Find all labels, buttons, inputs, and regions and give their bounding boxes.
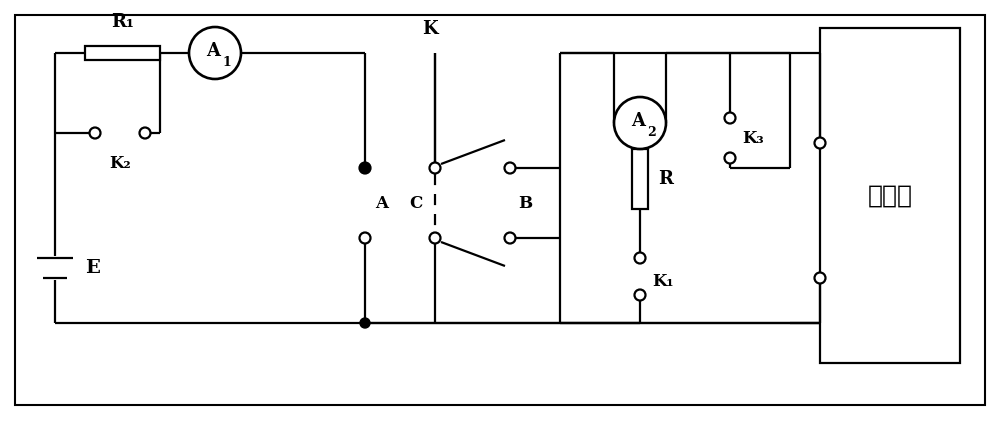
Circle shape <box>140 127 150 138</box>
Circle shape <box>814 272 826 283</box>
Text: K₃: K₃ <box>742 129 764 146</box>
Circle shape <box>90 127 100 138</box>
Circle shape <box>430 162 440 173</box>
Circle shape <box>505 162 516 173</box>
Text: 变压器: 变压器 <box>868 184 912 208</box>
Bar <box>85 46 160 60</box>
Circle shape <box>814 137 826 148</box>
Text: K₂: K₂ <box>109 155 131 172</box>
Circle shape <box>635 253 646 264</box>
Circle shape <box>505 233 516 244</box>
Circle shape <box>724 153 736 164</box>
Text: R₁: R₁ <box>111 13 134 31</box>
Circle shape <box>360 162 370 173</box>
Circle shape <box>635 289 646 300</box>
Circle shape <box>189 27 241 79</box>
Circle shape <box>724 113 736 124</box>
Text: A: A <box>206 42 220 60</box>
Bar <box>632 149 648 209</box>
Circle shape <box>430 233 440 244</box>
Text: A: A <box>375 195 388 212</box>
Text: 1: 1 <box>223 55 231 69</box>
Text: B: B <box>518 195 532 212</box>
Text: R: R <box>658 170 673 188</box>
Circle shape <box>360 163 370 173</box>
Text: K₁: K₁ <box>652 273 674 290</box>
Text: A: A <box>631 112 645 130</box>
Text: 2: 2 <box>648 126 656 138</box>
Circle shape <box>360 318 370 328</box>
Text: E: E <box>85 259 100 277</box>
Circle shape <box>614 97 666 149</box>
Circle shape <box>360 163 370 173</box>
Circle shape <box>360 233 370 244</box>
Text: C: C <box>410 195 423 212</box>
Bar <box>820 28 960 363</box>
Text: K: K <box>422 20 438 38</box>
